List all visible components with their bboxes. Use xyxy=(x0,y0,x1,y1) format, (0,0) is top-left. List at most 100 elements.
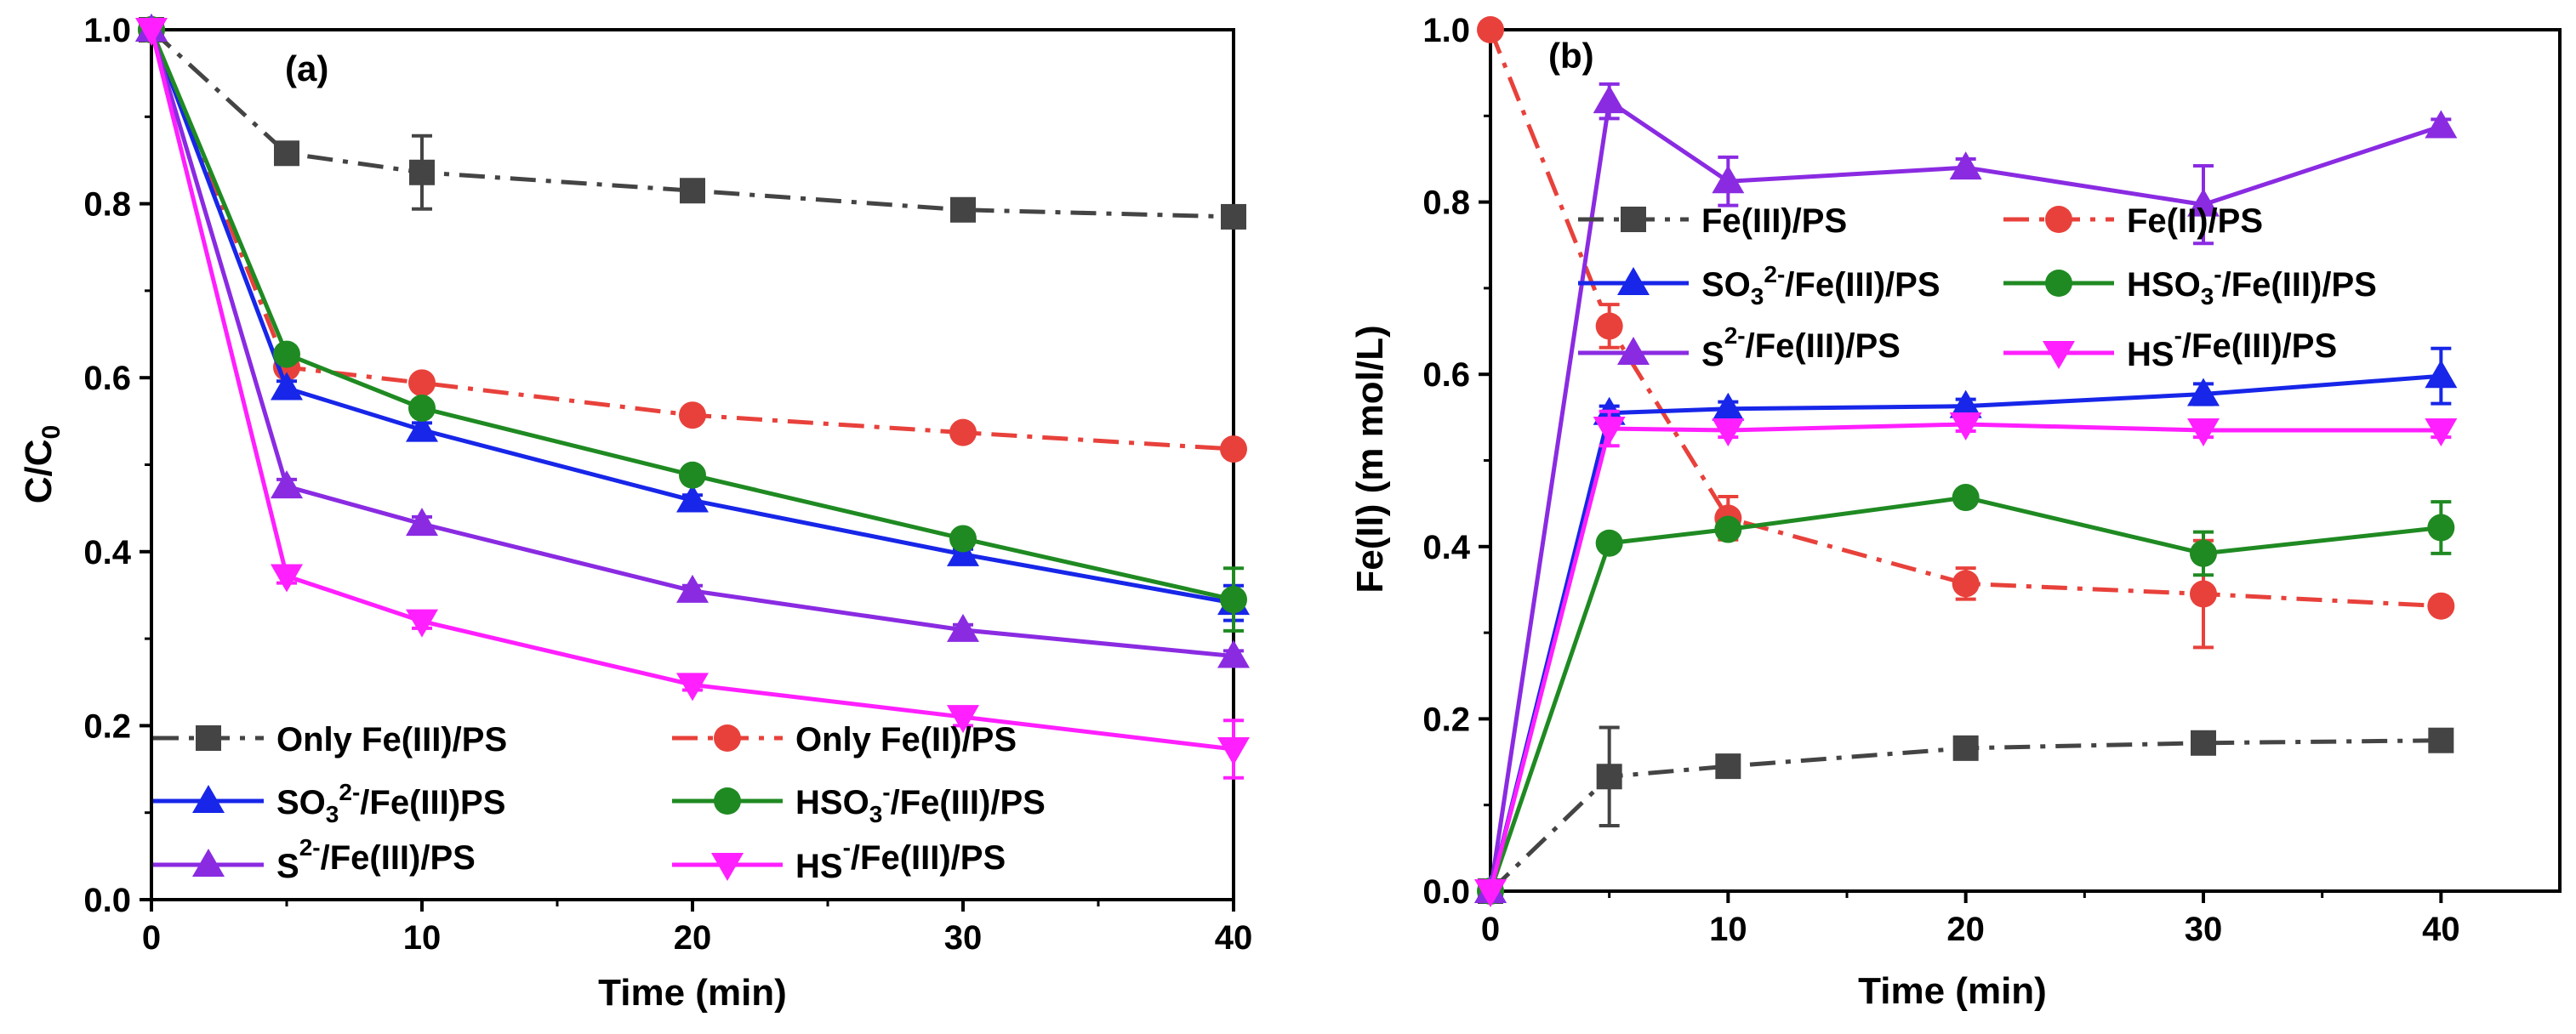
series-line-b_fe2 xyxy=(1488,29,2442,609)
legend-marker xyxy=(711,853,744,881)
legend-marker xyxy=(1617,267,1650,295)
legend-item-b_fe3: Fe(III)/PS xyxy=(1578,202,1847,240)
legend-label: S2-/Fe(III)/PS xyxy=(1701,322,1901,373)
legend-marker xyxy=(714,724,741,752)
data-point xyxy=(2187,418,2220,447)
legend-item-a_s2: S2-/Fe(III)/PS xyxy=(153,834,476,885)
y-tick-label: 0.6 xyxy=(83,360,131,397)
panel-a-ticks: 0 10 20 30 40 0.0 0.2 0.4 0.6 0.8 1.0 xyxy=(83,12,1252,957)
y-tick-label: 1.0 xyxy=(1422,12,1470,49)
panel-a-ylabel: C/C0 xyxy=(18,425,66,503)
data-point xyxy=(406,413,438,442)
x-tick-label: 0 xyxy=(142,919,161,957)
series-line-a_hs xyxy=(149,29,1234,752)
series-line-b_hso3 xyxy=(1488,495,2442,892)
panel-a-xlabel: Time (min) xyxy=(598,972,787,1014)
series-b_fe3 xyxy=(1478,725,2454,904)
legend-item-a_so3: SO32-/Fe(III)PS xyxy=(153,779,505,827)
data-point xyxy=(1952,570,1980,598)
x-tick-label: 20 xyxy=(674,919,712,957)
x-tick-label: 30 xyxy=(944,919,983,957)
data-point xyxy=(947,613,979,642)
data-point xyxy=(408,395,436,423)
series-a_s2 xyxy=(135,14,1250,668)
y-tick-label: 0.4 xyxy=(1422,529,1470,566)
data-point xyxy=(1593,85,1626,114)
data-point xyxy=(950,196,976,223)
data-point xyxy=(1474,879,1507,907)
x-tick-label: 40 xyxy=(1215,919,1253,957)
panel-b-plot xyxy=(1474,16,2458,907)
legend-marker xyxy=(1621,207,1646,232)
data-point xyxy=(271,470,303,499)
data-point xyxy=(2427,514,2455,542)
data-point xyxy=(679,401,706,429)
legend-item-b_s2: S2-/Fe(III)/PS xyxy=(1578,322,1901,373)
legend-item-b_fe2: Fe(II)/PS xyxy=(2003,202,2263,240)
legend-item-a_hs: HS-/Fe(III)/PS xyxy=(672,834,1006,885)
panel-b-xlabel: Time (min) xyxy=(1858,970,2047,1012)
data-point xyxy=(680,178,705,204)
data-point xyxy=(409,159,435,185)
data-point xyxy=(2187,378,2220,406)
panel-b-ylabel: Fe(II) (m mol/L) xyxy=(1349,325,1391,593)
data-point xyxy=(1949,412,1982,440)
legend-label: Only Fe(II)/PS xyxy=(795,721,1017,758)
data-point xyxy=(947,705,979,734)
data-point xyxy=(1712,392,1745,421)
data-point xyxy=(273,340,300,368)
x-tick-label: 0 xyxy=(1481,911,1500,948)
legend-label: SO32-/Fe(III)/PS xyxy=(1701,261,1941,310)
data-point xyxy=(2428,727,2454,753)
series-line-a_hso3 xyxy=(149,29,1234,602)
legend-label: SO32-/Fe(III)PS xyxy=(276,779,505,827)
panel-b: 0 10 20 30 400.00.20.40.60.81.0 Fe(III)/PS Fe… xyxy=(1349,12,2562,1012)
legend-item-b_hs: HS-/Fe(III)/PS xyxy=(2003,322,2337,373)
data-point xyxy=(2191,730,2216,756)
data-point xyxy=(1221,203,1246,230)
data-point xyxy=(135,18,168,46)
legend-marker xyxy=(192,785,225,813)
x-tick-label: 20 xyxy=(1946,911,1985,948)
data-point xyxy=(1949,389,1982,418)
series-b_fe2 xyxy=(1477,16,2455,650)
data-point xyxy=(1595,312,1623,340)
legend-marker xyxy=(196,725,221,751)
data-point xyxy=(1712,165,1745,194)
data-point xyxy=(1714,515,1742,543)
legend-marker xyxy=(714,787,741,815)
panel-a-ylabel-sub: 0 xyxy=(37,425,66,440)
series-a_hs xyxy=(135,18,1250,780)
data-point xyxy=(1593,417,1626,446)
data-point xyxy=(2425,360,2458,389)
legend-label: HSO3-/Fe(III)/PS xyxy=(795,779,1046,827)
series-line-b_hs xyxy=(1488,422,2442,892)
legend-marker xyxy=(2045,270,2072,297)
panel-a: 0 10 20 30 40 0.0 0.2 0.4 0.6 0.8 1.0 Only Fe(III)… xyxy=(18,12,1252,1014)
y-tick-label: 0.8 xyxy=(83,186,131,224)
y-tick-label: 0.0 xyxy=(83,882,131,919)
data-point xyxy=(2425,110,2458,139)
data-point xyxy=(1220,435,1247,463)
data-point xyxy=(271,372,303,401)
legend-label: HS-/Fe(III)/PS xyxy=(2127,322,2337,373)
panel-a-label: (a) xyxy=(285,48,328,88)
x-tick-label: 30 xyxy=(2185,911,2223,948)
data-point xyxy=(1217,639,1250,668)
y-tick-label: 0.4 xyxy=(83,534,131,571)
data-point xyxy=(274,140,299,167)
panel-b-frame xyxy=(1489,28,2562,893)
data-point xyxy=(676,673,709,702)
panel-a-ylabel-main: C/C xyxy=(18,439,60,503)
data-point xyxy=(1217,737,1250,766)
data-point xyxy=(406,508,438,537)
y-tick-label: 0.6 xyxy=(1422,356,1470,394)
legend-item-a_fe2: Only Fe(II)/PS xyxy=(672,721,1017,758)
y-tick-label: 0.8 xyxy=(1422,185,1470,222)
panel-a-plot xyxy=(135,14,1250,780)
legend-label: S2-/Fe(III)/PS xyxy=(276,834,476,885)
data-point xyxy=(679,461,706,489)
series-b_hs xyxy=(1474,409,2458,907)
x-tick-label: 10 xyxy=(1709,911,1747,948)
